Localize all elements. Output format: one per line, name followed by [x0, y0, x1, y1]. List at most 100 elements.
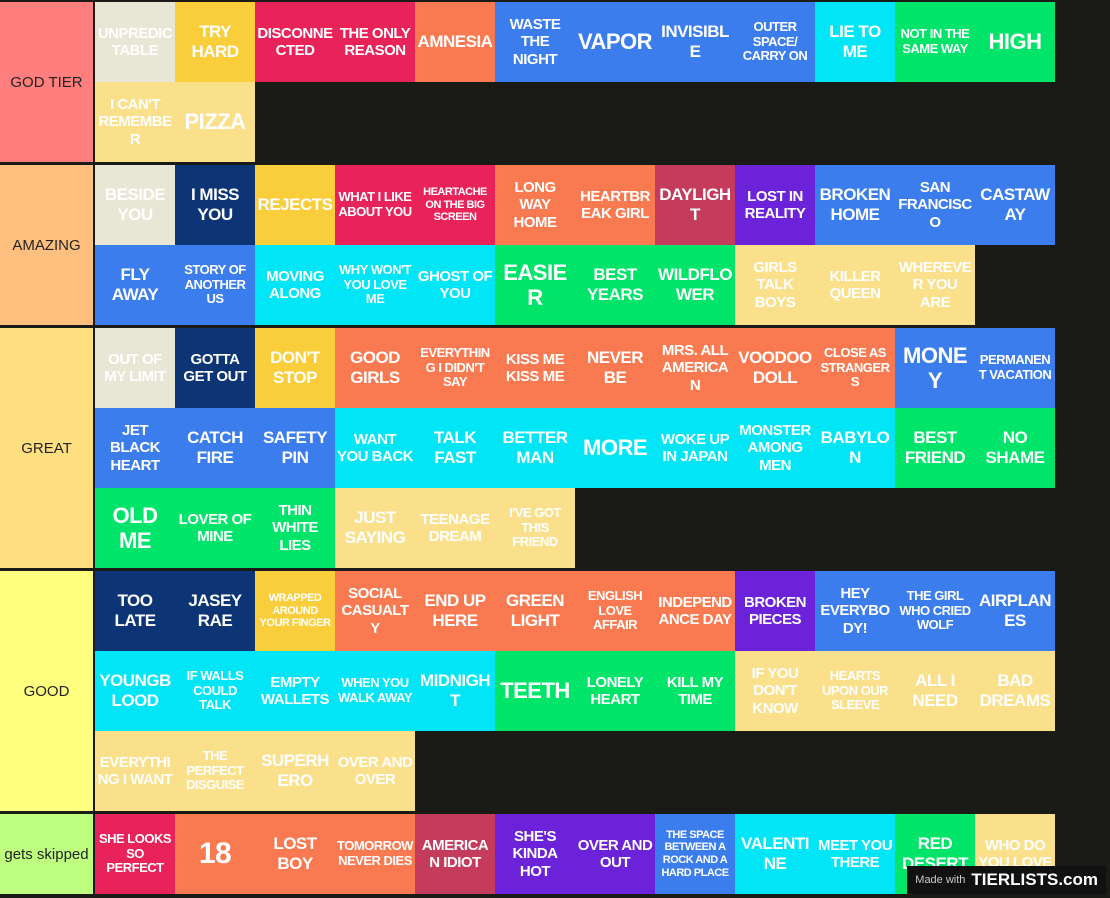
tier-item[interactable]: JET BLACK HEART [95, 408, 175, 488]
tier-item[interactable]: JUST SAYING [335, 488, 415, 568]
tier-item[interactable]: LONELY HEART [575, 651, 655, 731]
tier-item[interactable]: OLD ME [95, 488, 175, 568]
tier-item[interactable]: PERMANENT VACATION [975, 328, 1055, 408]
tier-item[interactable]: HEARTBREAK GIRL [575, 165, 655, 245]
tier-item[interactable]: TOMORROW NEVER DIES [335, 814, 415, 894]
tier-item[interactable]: AMERICAN IDIOT [415, 814, 495, 894]
tier-item[interactable]: STORY OF ANOTHER US [175, 245, 255, 325]
tier-item[interactable]: SAFETY PIN [255, 408, 335, 488]
tier-item[interactable]: MORE [575, 408, 655, 488]
tier-item[interactable]: DAYLIGHT [655, 165, 735, 245]
tier-item[interactable]: REJECTS [255, 165, 335, 245]
tier-item[interactable]: YOUNGBLOOD [95, 651, 175, 731]
tier-item[interactable]: HIGH [975, 2, 1055, 82]
tier-item[interactable]: BROKEN HOME [815, 165, 895, 245]
tier-item[interactable]: MONEY [895, 328, 975, 408]
tier-item[interactable]: LIE TO ME [815, 2, 895, 82]
tier-item[interactable]: WHEREVER YOU ARE [895, 245, 975, 325]
tier-item[interactable]: MONSTER AMONG MEN [735, 408, 815, 488]
tier-item[interactable]: VAPOR [575, 2, 655, 82]
tier-item[interactable]: TEETH [495, 651, 575, 731]
tier-item[interactable]: BESIDE YOU [95, 165, 175, 245]
tier-item[interactable]: BAD DREAMS [975, 651, 1055, 731]
tier-item[interactable]: I MISS YOU [175, 165, 255, 245]
tier-item[interactable]: FLY AWAY [95, 245, 175, 325]
tier-item[interactable]: WOKE UP IN JAPAN [655, 408, 735, 488]
tier-item[interactable]: I'VE GOT THIS FRIEND [495, 488, 575, 568]
tier-item[interactable]: PIZZA [175, 82, 255, 162]
tier-item[interactable]: LOST IN REALITY [735, 165, 815, 245]
tier-item[interactable]: EMPTY WALLETS [255, 651, 335, 731]
tier-item[interactable]: EVERYTHING I WANT [95, 731, 175, 811]
tier-item[interactable]: SHE LOOKS SO PERFECT [95, 814, 175, 894]
tier-item[interactable]: VOODOO DOLL [735, 328, 815, 408]
tier-item[interactable]: KILL MY TIME [655, 651, 735, 731]
tier-item[interactable]: CATCH FIRE [175, 408, 255, 488]
tier-item[interactable]: KILLER QUEEN [815, 245, 895, 325]
tier-item[interactable]: MOVING ALONG [255, 245, 335, 325]
tier-item[interactable]: CLOSE AS STRANGERS [815, 328, 895, 408]
tier-item[interactable]: TOO LATE [95, 571, 175, 651]
tier-item[interactable]: SOCIAL CASUALTY [335, 571, 415, 651]
tier-item[interactable]: SHE'S KINDA HOT [495, 814, 575, 894]
tier-item[interactable]: EASIER [495, 245, 575, 325]
tier-item[interactable]: END UP HERE [415, 571, 495, 651]
tier-item[interactable]: UNPREDICTABLE [95, 2, 175, 82]
tier-item[interactable]: KISS ME KISS ME [495, 328, 575, 408]
tier-item[interactable]: ALL I NEED [895, 651, 975, 731]
tier-item[interactable]: WASTE THE NIGHT [495, 2, 575, 82]
tier-item[interactable]: WRAPPED AROUND YOUR FINGER [255, 571, 335, 651]
tier-item[interactable]: EVERYTHING I DIDN'T SAY [415, 328, 495, 408]
tier-item[interactable]: WHY WON'T YOU LOVE ME [335, 245, 415, 325]
tier-item[interactable]: HEARTS UPON OUR SLEEVE [815, 651, 895, 731]
tier-item[interactable]: OVER AND OVER [335, 731, 415, 811]
tier-item[interactable]: LONG WAY HOME [495, 165, 575, 245]
tier-item[interactable]: BEST FRIEND [895, 408, 975, 488]
tier-item[interactable]: NO SHAME [975, 408, 1055, 488]
tier-item[interactable]: WHAT I LIKE ABOUT YOU [335, 165, 415, 245]
tier-item[interactable]: AMNESIA [415, 2, 495, 82]
tier-item[interactable]: OUTER SPACE/ CARRY ON [735, 2, 815, 82]
tier-item[interactable]: HEARTACHE ON THE BIG SCREEN [415, 165, 495, 245]
tier-item[interactable]: INVISIBLE [655, 2, 735, 82]
tier-item[interactable]: BROKEN PIECES [735, 571, 815, 651]
tier-item[interactable]: OVER AND OUT [575, 814, 655, 894]
tier-item[interactable]: ENGLISH LOVE AFFAIR [575, 571, 655, 651]
tier-item[interactable]: DISCONNECTED [255, 2, 335, 82]
tier-item[interactable]: THE ONLY REASON [335, 2, 415, 82]
tier-item[interactable]: TEENAGE DREAM [415, 488, 495, 568]
tier-item[interactable]: CASTAWAY [975, 165, 1055, 245]
tier-item[interactable]: OUT OF MY LIMIT [95, 328, 175, 408]
tier-item[interactable]: GOOD GIRLS [335, 328, 415, 408]
tier-item[interactable]: VALENTINE [735, 814, 815, 894]
tier-item[interactable]: DON'T STOP [255, 328, 335, 408]
tier-item[interactable]: WANT YOU BACK [335, 408, 415, 488]
tier-item[interactable]: 18 [175, 814, 255, 894]
tier-item[interactable]: GOTTA GET OUT [175, 328, 255, 408]
tier-item[interactable]: MEET YOU THERE [815, 814, 895, 894]
tier-item[interactable]: IF WALLS COULD TALK [175, 651, 255, 731]
tier-item[interactable]: IF YOU DON'T KNOW [735, 651, 815, 731]
tier-item[interactable]: JASEY RAE [175, 571, 255, 651]
tier-item[interactable]: GHOST OF YOU [415, 245, 495, 325]
tier-item[interactable]: THE GIRL WHO CRIED WOLF [895, 571, 975, 651]
tier-item[interactable]: BABYLON [815, 408, 895, 488]
tier-item[interactable]: TRY HARD [175, 2, 255, 82]
tier-item[interactable]: GREEN LIGHT [495, 571, 575, 651]
tier-item[interactable]: TALK FAST [415, 408, 495, 488]
tier-item[interactable]: NOT IN THE SAME WAY [895, 2, 975, 82]
tier-item[interactable]: WILDFLOWER [655, 245, 735, 325]
tier-item[interactable]: THE PERFECT DISGUISE [175, 731, 255, 811]
tier-item[interactable]: I CAN'T REMEMBER [95, 82, 175, 162]
tier-item[interactable]: BETTER MAN [495, 408, 575, 488]
tier-item[interactable]: LOVER OF MINE [175, 488, 255, 568]
tier-item[interactable]: GIRLS TALK BOYS [735, 245, 815, 325]
watermark[interactable]: Made with TIERLISTS.com [907, 866, 1106, 894]
tier-item[interactable]: SUPERHERO [255, 731, 335, 811]
tier-item[interactable]: INDEPENDANCE DAY [655, 571, 735, 651]
tier-item[interactable]: MIDNIGHT [415, 651, 495, 731]
tier-item[interactable]: BEST YEARS [575, 245, 655, 325]
tier-item[interactable]: LOST BOY [255, 814, 335, 894]
tier-item[interactable]: AIRPLANES [975, 571, 1055, 651]
tier-item[interactable]: SAN FRANCISCO [895, 165, 975, 245]
